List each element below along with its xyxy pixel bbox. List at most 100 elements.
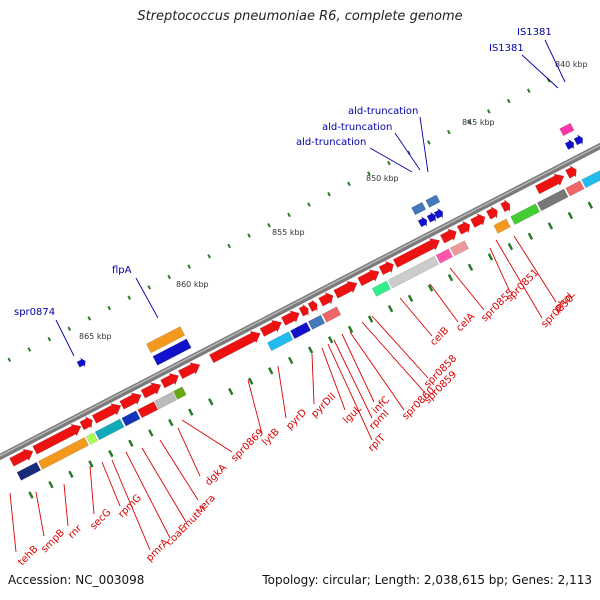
- gene-block-42[interactable]: [510, 203, 541, 226]
- gene-block-28[interactable]: [94, 418, 125, 441]
- leader-line-6: [55, 319, 75, 357]
- gene-block-11[interactable]: [298, 304, 309, 317]
- leader-line-18: [247, 379, 263, 435]
- gene-block-0[interactable]: [9, 448, 34, 467]
- gene-block-12[interactable]: [307, 299, 318, 313]
- gene-block-50[interactable]: [425, 194, 441, 208]
- gene-block-35[interactable]: [307, 314, 326, 330]
- tick-dot-lower: [108, 449, 114, 458]
- tick-dot-lower: [307, 346, 314, 354]
- label-leaders: [9, 39, 566, 553]
- tick-dot-lower: [28, 491, 34, 499]
- gene-label-cela: celA: [454, 311, 477, 334]
- gene-block-27[interactable]: [85, 432, 98, 445]
- gene-block-9[interactable]: [259, 319, 283, 337]
- gene-block-49[interactable]: [411, 201, 427, 216]
- gene-block-54[interactable]: [559, 122, 575, 137]
- tick-dot-upper: [227, 243, 231, 249]
- leader-line-13: [125, 451, 171, 539]
- gene-block-34[interactable]: [290, 321, 312, 340]
- gene-block-30[interactable]: [137, 401, 159, 419]
- gene-label-rpmg: rpmG: [116, 493, 144, 521]
- tick-dot-lower: [188, 408, 194, 416]
- leader-line-33: [513, 235, 557, 303]
- tick-label-4: 860 kbp: [176, 280, 209, 289]
- gene-block-51[interactable]: [417, 215, 428, 228]
- tick-dot-upper: [67, 326, 72, 331]
- gene-block-16[interactable]: [378, 260, 394, 276]
- tick-dot-lower: [427, 284, 434, 292]
- gene-block-4[interactable]: [119, 392, 142, 410]
- gene-block-44[interactable]: [565, 180, 585, 197]
- gene-block-45[interactable]: [581, 170, 600, 189]
- gene-block-40[interactable]: [449, 240, 470, 257]
- tick-dot-upper: [167, 274, 171, 280]
- gene-block-3[interactable]: [91, 403, 122, 424]
- gene-block-57[interactable]: [76, 357, 86, 368]
- feature-label-is1381-a: IS1381: [517, 27, 552, 38]
- gene-block-13[interactable]: [318, 291, 334, 307]
- tick-dot-upper: [486, 109, 491, 114]
- gene-label-lytb: lytB: [260, 426, 282, 448]
- gene-block-29[interactable]: [121, 410, 141, 427]
- gene-block-55[interactable]: [564, 138, 575, 151]
- gene-block-33[interactable]: [266, 331, 294, 352]
- gene-block-39[interactable]: [435, 248, 454, 264]
- gene-block-14[interactable]: [333, 280, 358, 299]
- gene-block-19[interactable]: [456, 220, 471, 235]
- gene-label-secg: secG: [88, 507, 113, 532]
- gene-block-6[interactable]: [160, 372, 179, 389]
- gene-block-56[interactable]: [573, 133, 584, 146]
- tick-label-5: 865 kbp: [79, 332, 112, 341]
- gene-block-7[interactable]: [177, 362, 201, 380]
- gene-block-15[interactable]: [357, 269, 380, 287]
- gene-block-17[interactable]: [392, 237, 441, 268]
- gene-block-43[interactable]: [536, 188, 569, 212]
- leader-line-10: [89, 465, 95, 515]
- gene-label-rnr: rnr: [66, 523, 85, 542]
- tick-dot-upper: [87, 316, 92, 321]
- gene-block-24[interactable]: [565, 164, 577, 179]
- gene-block-2[interactable]: [79, 416, 93, 431]
- gene-block-10[interactable]: [280, 310, 300, 326]
- gene-block-26[interactable]: [37, 436, 90, 470]
- gene-block-52[interactable]: [426, 211, 437, 223]
- gene-block-5[interactable]: [140, 382, 162, 399]
- tick-dot-lower: [148, 429, 154, 437]
- tick-dot-lower: [128, 439, 134, 447]
- leader-line-5: [135, 277, 159, 319]
- leader-line-26: [361, 321, 427, 395]
- gene-block-53[interactable]: [433, 207, 444, 220]
- tick-dots: [7, 78, 594, 499]
- gene-block-41[interactable]: [493, 218, 511, 234]
- tick-dot-upper: [247, 233, 251, 238]
- gene-block-38[interactable]: [387, 255, 439, 289]
- gene-block-37[interactable]: [371, 280, 391, 297]
- gene-block-25[interactable]: [16, 461, 42, 481]
- gene-block-23[interactable]: [534, 173, 565, 195]
- gene-block-36[interactable]: [321, 306, 342, 323]
- gene-block-48[interactable]: [152, 338, 192, 366]
- gene-block-22[interactable]: [500, 199, 511, 213]
- tick-dot-lower: [327, 336, 334, 344]
- tick-dot-upper: [367, 171, 371, 176]
- gene-block-20[interactable]: [470, 213, 486, 228]
- tick-dot-lower: [387, 305, 394, 313]
- gene-block-8[interactable]: [208, 330, 261, 364]
- gene-block-21[interactable]: [485, 205, 498, 220]
- gene-block-18[interactable]: [439, 228, 457, 244]
- leader-line-3: [394, 132, 421, 171]
- leader-line-0: [544, 39, 566, 83]
- tick-dot-lower: [587, 201, 594, 209]
- gene-block-31[interactable]: [154, 391, 177, 410]
- leader-line-11: [101, 461, 121, 507]
- tick-dot-upper: [347, 181, 351, 187]
- tick-dot-upper: [207, 254, 211, 259]
- gene-block-32[interactable]: [172, 386, 187, 400]
- genome-backbone-highlight: [0, 144, 600, 457]
- gene-block-1[interactable]: [32, 423, 82, 455]
- leader-line-9: [63, 483, 69, 527]
- tick-dot-lower: [407, 294, 414, 303]
- gene-block-47[interactable]: [145, 326, 186, 354]
- gene-label-pyrd: pyrD: [284, 407, 309, 432]
